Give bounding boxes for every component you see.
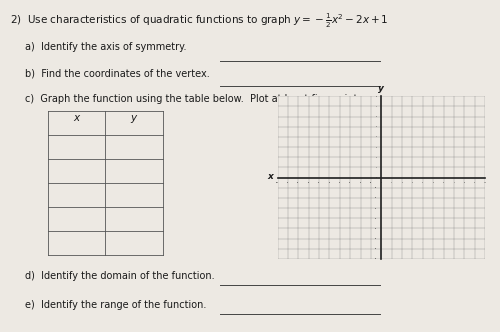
Text: c)  Graph the function using the table below.  Plot at least five points.: c) Graph the function using the table be…	[25, 94, 365, 104]
Text: e)  Identify the range of the function.: e) Identify the range of the function.	[25, 300, 206, 310]
Text: d)  Identify the domain of the function.: d) Identify the domain of the function.	[25, 271, 214, 281]
Text: x: x	[73, 113, 80, 123]
Text: y: y	[130, 113, 137, 123]
Text: a)  Identify the axis of symmetry.: a) Identify the axis of symmetry.	[25, 42, 186, 51]
Text: x: x	[268, 172, 274, 181]
Text: y: y	[378, 84, 384, 93]
Text: b)  Find the coordinates of the vertex.: b) Find the coordinates of the vertex.	[25, 68, 210, 78]
Text: 2)  Use characteristics of quadratic functions to graph $y = -\frac{1}{2}x^2 - 2: 2) Use characteristics of quadratic func…	[10, 12, 388, 30]
